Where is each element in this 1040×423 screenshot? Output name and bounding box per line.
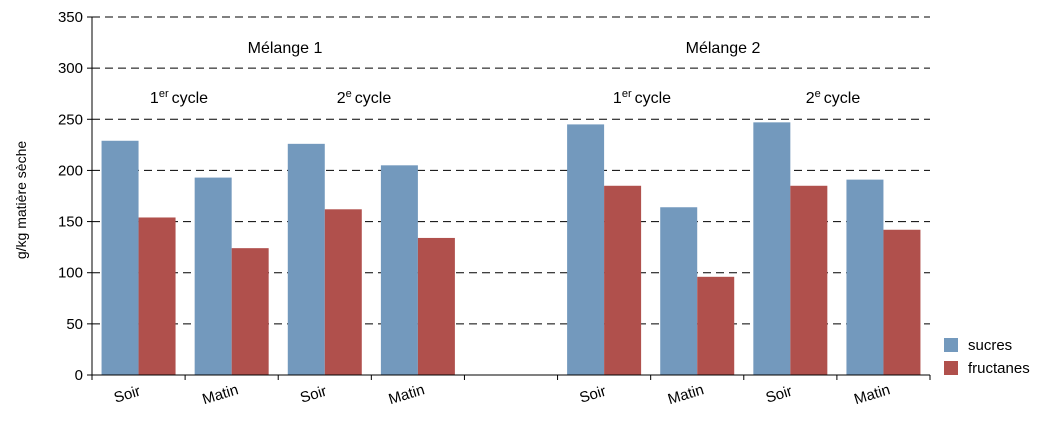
cycle-label-1: 1er cycle [150, 88, 208, 107]
x-tick-label: Matin [666, 381, 706, 408]
cycle-label-3: 1er cycle [613, 88, 671, 107]
x-tick-label: Soir [578, 383, 608, 407]
legend-label-sucres: sucres [968, 337, 1012, 354]
cycle-word: cycle [635, 90, 672, 107]
cycle-label-4: 2e cycle [806, 88, 861, 107]
cycle-sup: er [622, 88, 632, 100]
bar-fructanes-9 [883, 229, 921, 375]
grid-lines [92, 16, 930, 325]
cycle-num: 1 [150, 90, 159, 107]
cycle-word: cycle [172, 90, 209, 107]
bar-sucres-2 [194, 177, 232, 375]
y-tick-label: 150 [58, 214, 83, 231]
bar-fructanes-2 [231, 248, 269, 375]
bar-sucres-7 [660, 207, 698, 375]
x-tick-label: Soir [298, 383, 328, 407]
y-tick-label: 200 [58, 162, 83, 179]
cycle-num: 1 [613, 90, 622, 107]
y-tick-label: 0 [75, 367, 83, 384]
x-tick-label: Matin [852, 381, 892, 408]
bar-sucres-3 [287, 143, 325, 375]
x-tick-label: Soir [764, 383, 794, 407]
bar-sucres-1 [101, 140, 139, 375]
legend-swatch-fructanes [944, 361, 958, 375]
x-tick-label: Soir [112, 383, 142, 407]
legend-swatch-sucres [944, 338, 958, 352]
cycle-word: cycle [824, 90, 861, 107]
cycle-sup: er [159, 88, 169, 100]
bar-fructanes-7 [697, 276, 735, 375]
x-tick-labels: Soir Matin Soir Matin Soir Matin Soir Matin [112, 381, 892, 408]
y-tick-label: 350 [58, 9, 83, 26]
bar-sucres-4 [380, 165, 418, 375]
group-label-melange-1: Mélange 1 [248, 40, 323, 57]
bars [101, 122, 921, 376]
legend: sucres fructanes [944, 337, 1030, 377]
y-tick-label: 250 [58, 111, 83, 128]
cycle-label-2: 2e cycle [337, 88, 392, 107]
bar-fructanes-3 [324, 209, 362, 375]
bar-sucres-6 [567, 124, 605, 376]
bar-sucres-8 [753, 122, 791, 376]
y-tick-label: 300 [58, 60, 83, 77]
axes [87, 16, 931, 380]
cycle-sup: e [346, 88, 352, 100]
cycle-word: cycle [355, 90, 392, 107]
bar-sucres-9 [846, 179, 884, 375]
y-tick-label: 100 [58, 265, 83, 282]
legend-label-fructanes: fructanes [968, 360, 1030, 377]
cycle-num: 2 [806, 90, 815, 107]
bar-fructanes-8 [790, 185, 828, 375]
y-axis-label: g/kg matière sèche [13, 141, 29, 259]
cycle-num: 2 [337, 90, 346, 107]
bar-fructanes-6 [604, 185, 642, 375]
x-tick-label: Matin [387, 381, 427, 408]
y-tick-labels: 0 50 100 150 200 250 300 350 [58, 9, 83, 384]
y-tick-label: 50 [66, 316, 83, 333]
x-tick-label: Matin [200, 381, 240, 408]
cycle-sup: e [815, 88, 821, 100]
bar-fructanes-4 [417, 237, 455, 375]
group-label-melange-2: Mélange 2 [686, 40, 761, 57]
bar-fructanes-1 [138, 217, 176, 375]
